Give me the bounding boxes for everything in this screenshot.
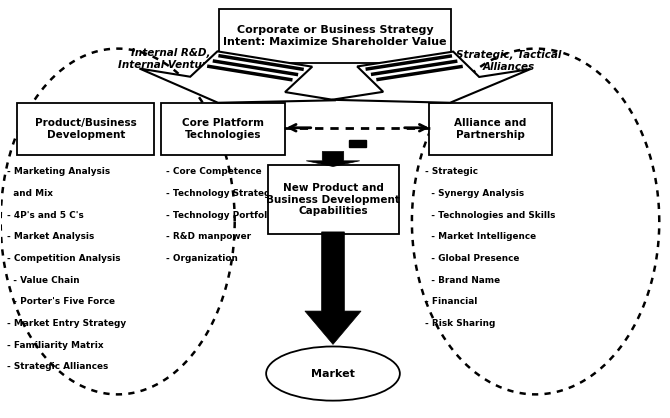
- Text: Alliance and
Partnership: Alliance and Partnership: [454, 118, 527, 140]
- FancyBboxPatch shape: [161, 103, 285, 155]
- Text: Market: Market: [311, 369, 355, 379]
- Text: - Technology Portfolio: - Technology Portfolio: [166, 211, 276, 220]
- Polygon shape: [349, 140, 366, 148]
- Text: - R&D manpower: - R&D manpower: [166, 232, 251, 241]
- Text: Product/Business
Development: Product/Business Development: [35, 118, 137, 140]
- Text: - Technology Strategy: - Technology Strategy: [166, 189, 276, 198]
- Text: - Porter's Five Force: - Porter's Five Force: [7, 297, 115, 306]
- Text: - Market Entry Strategy: - Market Entry Strategy: [7, 319, 127, 328]
- Ellipse shape: [266, 347, 400, 400]
- FancyBboxPatch shape: [219, 9, 451, 64]
- Text: Corporate or Business Strategy
Intent: Maximize Shareholder Value: Corporate or Business Strategy Intent: M…: [223, 25, 447, 47]
- Text: - Marketing Analysis: - Marketing Analysis: [7, 167, 111, 176]
- FancyBboxPatch shape: [17, 103, 155, 155]
- FancyBboxPatch shape: [429, 103, 552, 155]
- Text: Strategic, Tactical
Alliances: Strategic, Tactical Alliances: [456, 50, 561, 72]
- Text: - Global Presence: - Global Presence: [425, 254, 520, 263]
- Text: Internal R&D,
Internal Venturing: Internal R&D, Internal Venturing: [117, 48, 225, 70]
- Polygon shape: [306, 151, 360, 166]
- Text: - Organization: - Organization: [166, 254, 238, 263]
- Polygon shape: [332, 51, 531, 103]
- Text: - Market Analysis: - Market Analysis: [7, 232, 94, 241]
- Text: - Strategic: - Strategic: [425, 167, 478, 176]
- Text: - Value Chain: - Value Chain: [7, 275, 80, 285]
- Text: - Technologies and Skills: - Technologies and Skills: [425, 211, 555, 220]
- Polygon shape: [139, 51, 336, 103]
- Text: - Market Intelligence: - Market Intelligence: [425, 232, 537, 241]
- Text: - 4P's and 5 C's: - 4P's and 5 C's: [7, 211, 84, 220]
- Text: - Strategic Alliances: - Strategic Alliances: [7, 362, 109, 371]
- Text: - Competition Analysis: - Competition Analysis: [7, 254, 121, 263]
- Polygon shape: [305, 232, 361, 344]
- Text: Core Platform
Technologies: Core Platform Technologies: [182, 118, 264, 140]
- Text: - Risk Sharing: - Risk Sharing: [425, 319, 496, 328]
- Text: - Brand Name: - Brand Name: [425, 275, 500, 285]
- Text: - Financial: - Financial: [425, 297, 478, 306]
- Text: - Familiarity Matrix: - Familiarity Matrix: [7, 341, 104, 349]
- Text: New Product and
Business Development
Capabilities: New Product and Business Development Cap…: [267, 183, 400, 216]
- Text: - Core Competence: - Core Competence: [166, 167, 261, 176]
- FancyBboxPatch shape: [268, 165, 399, 234]
- Text: - Synergy Analysis: - Synergy Analysis: [425, 189, 525, 198]
- Text: and Mix: and Mix: [7, 189, 54, 198]
